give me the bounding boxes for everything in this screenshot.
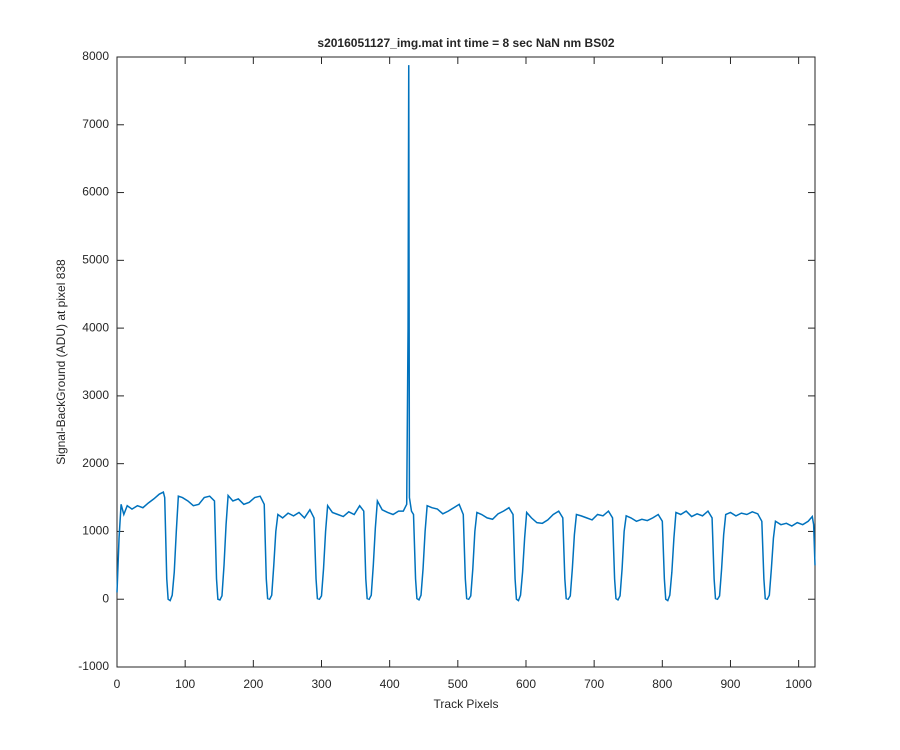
x-tick-label: 600: [516, 677, 536, 691]
chart-title: s2016051127_img.mat int time = 8 sec NaN…: [317, 36, 614, 50]
x-tick-label: 800: [652, 677, 672, 691]
x-tick-label: 1000: [785, 677, 812, 691]
x-tick-label: 200: [243, 677, 263, 691]
y-tick-label: 7000: [82, 117, 109, 131]
y-axis-label: Signal-BackGround (ADU) at pixel 838: [54, 259, 68, 465]
y-tick-label: 8000: [82, 49, 109, 63]
x-tick-label: 700: [584, 677, 604, 691]
y-tick-label: 4000: [82, 320, 109, 334]
x-tick-label: 0: [114, 677, 121, 691]
x-tick-label: 500: [448, 677, 468, 691]
y-tick-label: 5000: [82, 253, 109, 267]
y-tick-label: 0: [102, 591, 109, 605]
axes-box: [116, 56, 816, 668]
y-tick-label: 1000: [82, 524, 109, 538]
data-line: [116, 65, 816, 602]
x-tick-label: 900: [720, 677, 740, 691]
y-tick-label: 2000: [82, 456, 109, 470]
y-tick-label: -1000: [78, 659, 109, 673]
x-tick-label: 300: [311, 677, 331, 691]
x-axis-label: Track Pixels: [434, 697, 499, 711]
x-tick-label: 400: [380, 677, 400, 691]
y-tick-label: 3000: [82, 388, 109, 402]
y-tick-label: 6000: [82, 185, 109, 199]
x-tick-label: 100: [175, 677, 195, 691]
